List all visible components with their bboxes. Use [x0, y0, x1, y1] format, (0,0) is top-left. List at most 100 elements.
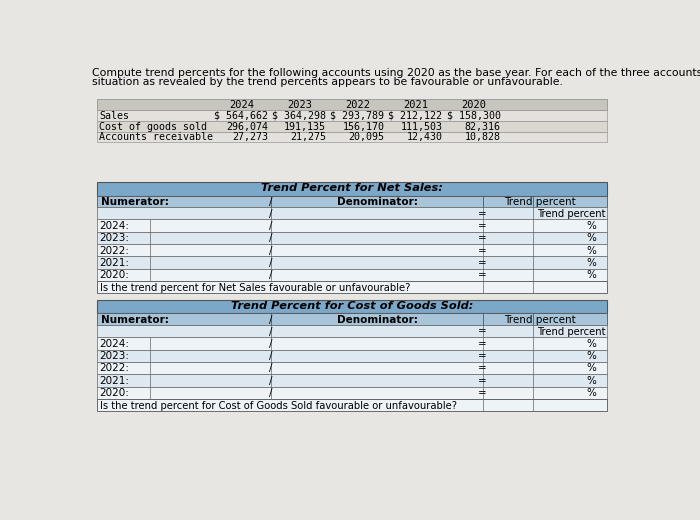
FancyBboxPatch shape	[97, 281, 607, 293]
Text: situation as revealed by the trend percents appears to be favourable or unfavour: situation as revealed by the trend perce…	[92, 77, 563, 87]
Text: =: =	[478, 221, 487, 231]
Text: 2023: 2023	[288, 100, 312, 110]
Text: /: /	[270, 363, 273, 373]
Text: =: =	[478, 351, 487, 361]
FancyBboxPatch shape	[97, 182, 607, 196]
Text: 296,074: 296,074	[226, 122, 268, 132]
FancyBboxPatch shape	[97, 232, 607, 244]
FancyBboxPatch shape	[97, 314, 607, 325]
Text: =: =	[478, 258, 487, 268]
Text: 2024:: 2024:	[99, 221, 129, 231]
Text: 2020:: 2020:	[99, 270, 129, 280]
Text: =: =	[478, 233, 487, 243]
Text: =: =	[478, 209, 487, 219]
Text: =: =	[478, 245, 487, 256]
Text: Is the trend percent for Cost of Goods Sold favourable or unfavourable?: Is the trend percent for Cost of Goods S…	[100, 401, 457, 411]
Text: =: =	[478, 327, 487, 336]
Text: Trend percent: Trend percent	[537, 209, 606, 219]
Text: %: %	[586, 221, 596, 231]
Text: =: =	[478, 363, 487, 373]
Text: /: /	[270, 258, 273, 268]
Text: %: %	[586, 339, 596, 349]
Text: =: =	[478, 270, 487, 280]
FancyBboxPatch shape	[97, 269, 607, 281]
Text: /: /	[270, 245, 273, 256]
Text: 20,095: 20,095	[349, 133, 384, 142]
FancyBboxPatch shape	[97, 399, 607, 411]
Text: %: %	[586, 376, 596, 386]
Text: 191,135: 191,135	[284, 122, 326, 132]
FancyBboxPatch shape	[97, 110, 607, 121]
Text: 2022:: 2022:	[99, 363, 129, 373]
FancyBboxPatch shape	[97, 374, 607, 386]
Text: 2022: 2022	[346, 100, 370, 110]
Text: 2021: 2021	[404, 100, 428, 110]
FancyBboxPatch shape	[97, 337, 607, 349]
Text: =: =	[478, 339, 487, 349]
FancyBboxPatch shape	[97, 325, 607, 337]
Text: $ 158,300: $ 158,300	[447, 111, 500, 121]
Text: /: /	[270, 351, 273, 361]
Text: 2024: 2024	[229, 100, 254, 110]
Text: $ 364,298: $ 364,298	[272, 111, 326, 121]
FancyBboxPatch shape	[97, 207, 607, 219]
FancyBboxPatch shape	[97, 196, 607, 207]
Text: 10,828: 10,828	[465, 133, 500, 142]
FancyBboxPatch shape	[97, 219, 607, 232]
Text: Trend percent: Trend percent	[504, 315, 576, 325]
Text: Compute trend percents for the following accounts using 2020 as the base year. F: Compute trend percents for the following…	[92, 68, 700, 78]
Text: $ 564,662: $ 564,662	[214, 111, 268, 121]
Text: Accounts receivable: Accounts receivable	[99, 133, 213, 142]
Text: Denominator:: Denominator:	[337, 197, 417, 207]
Text: Denominator:: Denominator:	[337, 315, 417, 325]
Text: /: /	[270, 339, 273, 349]
Text: %: %	[586, 245, 596, 256]
FancyBboxPatch shape	[97, 386, 607, 399]
Text: %: %	[586, 363, 596, 373]
FancyBboxPatch shape	[97, 362, 607, 374]
Text: Sales: Sales	[99, 111, 129, 121]
Text: /: /	[270, 233, 273, 243]
Text: 2023:: 2023:	[99, 351, 129, 361]
Text: $ 212,122: $ 212,122	[389, 111, 442, 121]
Text: 21,275: 21,275	[290, 133, 326, 142]
Text: 2021:: 2021:	[99, 258, 129, 268]
FancyBboxPatch shape	[97, 300, 607, 314]
Text: /: /	[270, 221, 273, 231]
Text: /: /	[270, 197, 273, 207]
Text: 2023:: 2023:	[99, 233, 129, 243]
Text: %: %	[586, 233, 596, 243]
Text: Numerator:: Numerator:	[101, 315, 169, 325]
FancyBboxPatch shape	[97, 349, 607, 362]
Text: /: /	[270, 315, 273, 325]
Text: /: /	[270, 388, 273, 398]
Text: /: /	[270, 270, 273, 280]
Text: %: %	[586, 351, 596, 361]
Text: 12,430: 12,430	[407, 133, 442, 142]
Text: 2024:: 2024:	[99, 339, 129, 349]
Text: =: =	[478, 376, 487, 386]
Text: Trend percent: Trend percent	[504, 197, 576, 207]
Text: $ 293,789: $ 293,789	[330, 111, 384, 121]
FancyBboxPatch shape	[97, 121, 607, 132]
Text: Is the trend percent for Net Sales favourable or unfavourable?: Is the trend percent for Net Sales favou…	[100, 283, 410, 293]
Text: %: %	[586, 258, 596, 268]
Text: Trend Percent for Net Sales:: Trend Percent for Net Sales:	[261, 183, 442, 193]
Text: 2020:: 2020:	[99, 388, 129, 398]
Text: 2022:: 2022:	[99, 245, 129, 256]
FancyBboxPatch shape	[97, 99, 607, 110]
Text: 2020: 2020	[462, 100, 486, 110]
Text: %: %	[586, 270, 596, 280]
Text: Trend Percent for Cost of Goods Sold:: Trend Percent for Cost of Goods Sold:	[231, 301, 473, 311]
Text: %: %	[586, 388, 596, 398]
Text: 82,316: 82,316	[465, 122, 500, 132]
Text: 156,170: 156,170	[342, 122, 384, 132]
Text: =: =	[478, 388, 487, 398]
FancyBboxPatch shape	[97, 132, 607, 142]
Text: 2021:: 2021:	[99, 376, 129, 386]
Text: Numerator:: Numerator:	[101, 197, 169, 207]
Text: 111,503: 111,503	[400, 122, 442, 132]
Text: /: /	[270, 209, 273, 219]
FancyBboxPatch shape	[97, 244, 607, 256]
Text: /: /	[270, 376, 273, 386]
